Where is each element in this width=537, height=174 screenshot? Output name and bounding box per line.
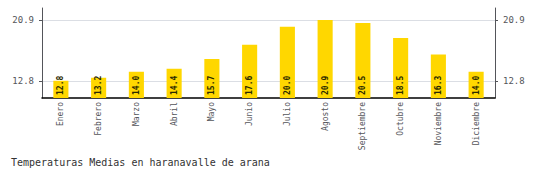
svg-text:20.0: 20.0 <box>283 76 292 95</box>
svg-text:Julio: Julio <box>283 102 292 126</box>
svg-text:Mayo: Mayo <box>207 102 216 121</box>
svg-text:Febrero: Febrero <box>94 102 103 136</box>
svg-text:15.7: 15.7 <box>207 76 216 95</box>
svg-text:17.6: 17.6 <box>245 76 254 95</box>
svg-text:Enero: Enero <box>56 102 65 126</box>
svg-text:Diciembre: Diciembre <box>472 102 481 146</box>
svg-text:14.0: 14.0 <box>472 76 481 95</box>
svg-text:Abril: Abril <box>170 102 179 126</box>
svg-text:Marzo: Marzo <box>132 102 141 126</box>
svg-text:18.5: 18.5 <box>396 76 405 95</box>
svg-text:Septiembre: Septiembre <box>358 102 367 150</box>
svg-text:20.5: 20.5 <box>358 76 367 95</box>
svg-text:14.0: 14.0 <box>132 76 141 95</box>
svg-text:20.9: 20.9 <box>503 15 525 25</box>
svg-text:20.9: 20.9 <box>12 15 34 25</box>
svg-text:12.8: 12.8 <box>503 76 525 86</box>
svg-text:20.9: 20.9 <box>321 76 330 95</box>
svg-text:14.4: 14.4 <box>170 76 179 95</box>
svg-text:Octubre: Octubre <box>396 102 405 136</box>
svg-text:12.8: 12.8 <box>12 76 34 86</box>
svg-text:Temperaturas Medias en haranav: Temperaturas Medias en haranavalle de ar… <box>11 157 270 168</box>
svg-text:Junio: Junio <box>245 102 254 126</box>
svg-text:16.3: 16.3 <box>434 76 443 95</box>
svg-text:12.8: 12.8 <box>56 76 65 95</box>
svg-text:Noviembre: Noviembre <box>434 102 443 146</box>
svg-text:Agosto: Agosto <box>321 102 330 131</box>
svg-text:13.2: 13.2 <box>94 76 103 95</box>
